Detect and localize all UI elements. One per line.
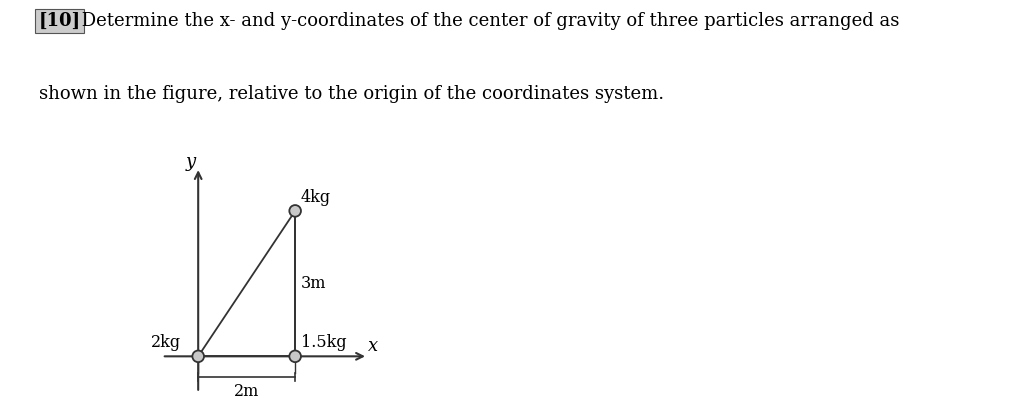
Text: Determine the x- and y-coordinates of the center of gravity of three particles a: Determine the x- and y-coordinates of th… — [76, 12, 899, 30]
Circle shape — [289, 205, 301, 217]
Circle shape — [193, 351, 204, 362]
Circle shape — [289, 351, 301, 362]
Text: 2m: 2m — [234, 383, 260, 400]
Text: x: x — [368, 337, 378, 355]
Text: 3m: 3m — [301, 275, 327, 292]
Text: 1.5kg: 1.5kg — [301, 334, 347, 351]
Text: y: y — [186, 154, 196, 171]
Text: 2kg: 2kg — [151, 334, 182, 351]
Text: [10]: [10] — [39, 12, 81, 30]
Text: shown in the figure, relative to the origin of the coordinates system.: shown in the figure, relative to the ori… — [39, 85, 663, 103]
Text: 4kg: 4kg — [301, 189, 332, 206]
